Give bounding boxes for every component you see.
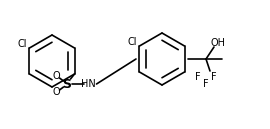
Text: Cl: Cl [128, 37, 137, 47]
Text: O: O [53, 87, 60, 97]
Text: OH: OH [211, 38, 225, 48]
Text: O: O [53, 71, 60, 81]
Text: HN: HN [81, 79, 96, 89]
Text: Cl: Cl [18, 39, 27, 49]
Text: F: F [211, 72, 217, 82]
Text: F: F [203, 79, 209, 89]
Text: F: F [195, 72, 201, 82]
Text: S: S [62, 78, 71, 91]
